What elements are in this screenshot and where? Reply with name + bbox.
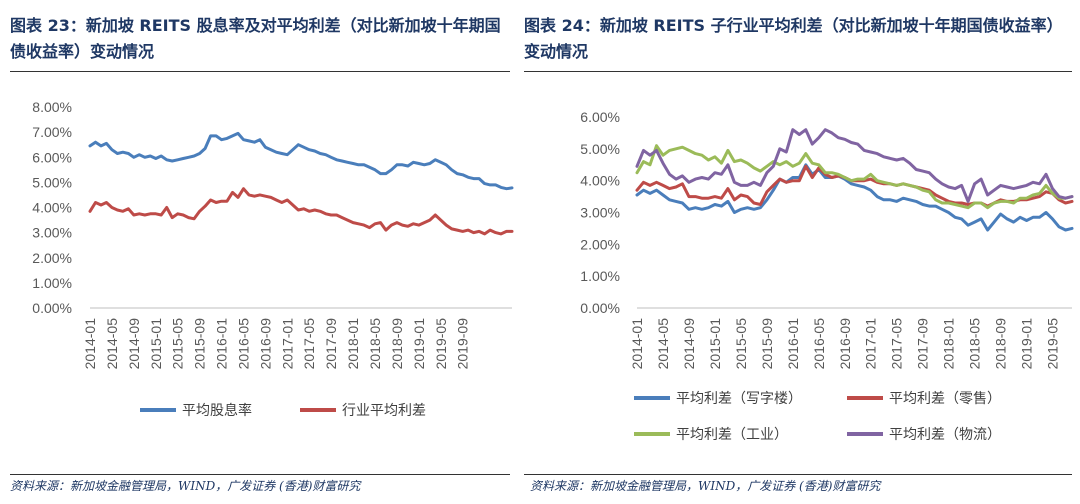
x-tick-label: 2016-09 xyxy=(837,318,853,370)
x-tick-label: 2015-05 xyxy=(733,318,749,370)
x-tick-label: 2019-09 xyxy=(455,318,471,370)
legend-label: 行业平均利差 xyxy=(342,403,426,419)
right-caption-rule xyxy=(524,71,1072,72)
right-source-note: 资料来源：新加坡金融管理局，WIND，广发证券 (香港)财富研究 xyxy=(530,479,881,493)
y-tick-label: 8.00% xyxy=(32,99,72,115)
y-tick-label: 3.00% xyxy=(580,205,620,221)
y-tick-label: 6.00% xyxy=(32,149,72,165)
y-tick-label: 4.00% xyxy=(580,173,620,189)
left-figure-caption: 图表 23：新加坡 REITS 股息率及对平均利差（对比新加坡十年期国债收益率）… xyxy=(10,16,501,61)
x-tick-label: 2014-01 xyxy=(629,318,645,370)
x-tick-label: 2015-01 xyxy=(148,318,164,370)
x-tick-label: 2014-09 xyxy=(681,318,697,370)
left-caption-rule xyxy=(10,71,510,72)
x-tick-label: 2014-01 xyxy=(82,318,98,370)
x-tick-label: 2018-05 xyxy=(367,318,383,370)
x-tick-label: 2017-09 xyxy=(915,318,931,370)
x-tick-label: 2016-09 xyxy=(257,318,273,370)
x-tick-label: 2014-09 xyxy=(126,318,142,370)
x-tick-label: 2017-01 xyxy=(863,318,879,370)
y-tick-label: 0.00% xyxy=(32,300,72,316)
chart-2: 0.00% 1.00% 2.00% 3.00% 4.00% 5.00% 6.00% 2014-… xyxy=(580,109,1074,443)
x-tick-label: 2017-05 xyxy=(889,318,905,370)
legend-label: 平均利差（写字楼） xyxy=(676,391,802,407)
y-tick-label: 2.00% xyxy=(32,250,72,266)
x-tick-label: 2015-01 xyxy=(707,318,723,370)
x-tick-label: 2014-05 xyxy=(655,318,671,370)
x-tick-label: 2018-09 xyxy=(993,318,1009,370)
y-tick-label: 1.00% xyxy=(32,275,72,291)
legend-label: 平均利差（物流） xyxy=(889,427,1001,443)
x-tick-label: 2017-09 xyxy=(323,318,339,370)
series-line-1 xyxy=(635,163,1074,232)
x-tick-label: 2016-01 xyxy=(214,318,230,370)
y-tick-label: 7.00% xyxy=(32,124,72,140)
legend-label: 平均利差（零售） xyxy=(889,391,1001,407)
legend-label: 平均利差（工业） xyxy=(676,427,788,443)
chart-1: 0.00% 1.00% 2.00% 3.00% 4.00% 5.00% 6.00% 7.00%… xyxy=(32,99,514,419)
y-tick-label: 0.00% xyxy=(580,300,620,316)
x-tick-label: 2018-09 xyxy=(389,318,405,370)
x-tick-label: 2018-01 xyxy=(345,318,361,370)
series-line-3 xyxy=(635,144,1074,210)
y-tick-label: 5.00% xyxy=(580,141,620,157)
y-tick-label: 2.00% xyxy=(580,236,620,252)
x-tick-label: 2018-05 xyxy=(967,318,983,370)
right-source-rule xyxy=(524,474,1072,475)
x-tick-label: 2015-05 xyxy=(170,318,186,370)
y-tick-label: 4.00% xyxy=(32,200,72,216)
x-tick-label: 2017-01 xyxy=(279,318,295,370)
left-source-rule xyxy=(10,474,510,475)
x-tick-label: 2019-01 xyxy=(411,318,427,370)
x-tick-label: 2015-09 xyxy=(759,318,775,370)
x-tick-label: 2016-01 xyxy=(785,318,801,370)
x-tick-label: 2017-05 xyxy=(301,318,317,370)
left-source-note: 资料来源：新加坡金融管理局，WIND，广发证券 (香港)财富研究 xyxy=(10,479,361,493)
y-tick-label: 3.00% xyxy=(32,225,72,241)
x-tick-label: 2019-05 xyxy=(433,318,449,370)
series-line-2 xyxy=(88,187,514,236)
x-tick-label: 2019-01 xyxy=(1019,318,1035,370)
x-tick-label: 2016-05 xyxy=(811,318,827,370)
y-tick-label: 6.00% xyxy=(580,109,620,125)
series-line-4 xyxy=(635,128,1074,203)
x-tick-label: 2016-05 xyxy=(235,318,251,370)
right-figure-caption: 图表 24：新加坡 REITS 子行业平均利差（对比新加坡十年期国债收益率）变动… xyxy=(524,16,1055,61)
y-tick-label: 5.00% xyxy=(32,174,72,190)
series-line-1 xyxy=(88,131,514,191)
legend-label: 平均股息率 xyxy=(182,402,252,419)
x-tick-label: 2015-09 xyxy=(192,318,208,370)
x-tick-label: 2019-05 xyxy=(1045,318,1061,370)
x-tick-label: 2018-01 xyxy=(941,318,957,370)
x-tick-label: 2014-05 xyxy=(104,318,120,370)
y-tick-label: 1.00% xyxy=(580,268,620,284)
